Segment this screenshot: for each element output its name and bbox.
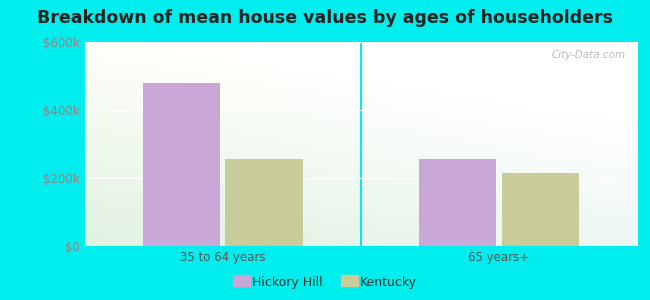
Legend: Hickory Hill, Kentucky: Hickory Hill, Kentucky	[228, 271, 422, 294]
Bar	[142, 83, 220, 246]
Bar	[226, 159, 303, 246]
Bar	[502, 173, 579, 246]
Text: City-Data.com: City-Data.com	[552, 50, 626, 60]
Bar	[419, 159, 496, 246]
Text: Breakdown of mean house values by ages of householders: Breakdown of mean house values by ages o…	[37, 9, 613, 27]
